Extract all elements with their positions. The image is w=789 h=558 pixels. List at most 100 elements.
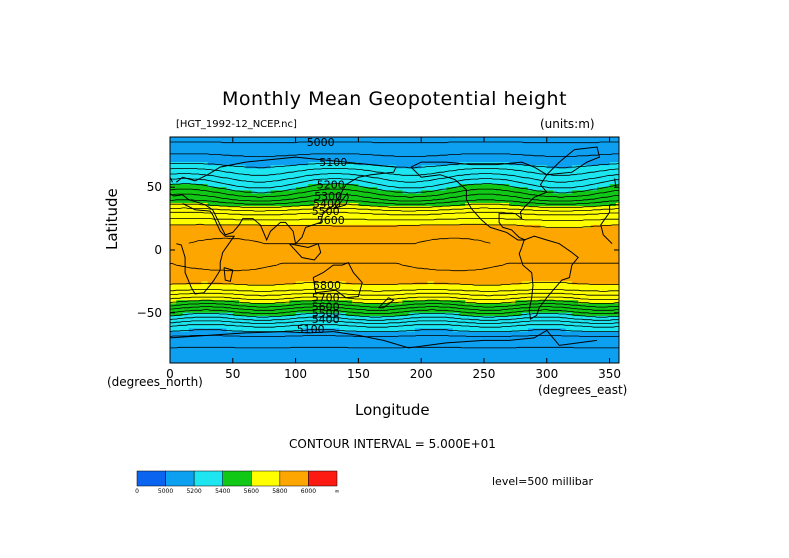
band-cell [490,152,498,157]
band-cell [239,221,246,226]
band-cell [483,253,491,257]
band-cell [502,278,510,282]
band-cell [345,212,353,217]
band-cell [609,215,617,220]
band-cell [377,234,385,239]
band-cell [326,243,334,248]
band-cell [584,290,592,295]
band-cell [578,177,586,182]
band-cell [276,287,284,292]
band-cell [540,290,548,295]
band-cell [170,278,177,282]
band-cell [283,231,290,235]
band-cell [452,224,460,229]
band-cell [276,137,284,141]
band-cell [421,140,429,144]
band-cell [333,184,341,188]
band-cell [414,350,422,355]
band-cell [559,334,567,339]
band-cell [603,250,611,254]
band-cell [496,146,504,151]
band-cell [176,281,184,286]
band-cell [509,325,516,330]
band-cell [370,221,378,226]
band-cell [421,312,429,317]
band-cell [477,224,485,229]
band-cell [534,284,542,289]
band-cell [251,328,259,333]
band-cell [590,290,598,295]
band-cell [440,218,447,223]
band-cell [509,193,516,198]
band-cell [232,281,240,286]
band-cell [170,315,177,320]
band-cell [301,284,309,289]
band-cell [427,158,435,163]
band-cell [358,234,366,239]
band-cell [534,228,542,232]
band-cell [276,331,284,336]
band-cell [553,281,560,286]
band-cell [195,271,202,276]
band-cell [301,218,309,223]
band-cell [245,243,253,248]
band-cell [584,184,592,188]
band-cell [446,165,454,169]
band-cell [226,218,234,223]
band-cell [239,202,246,207]
band-cell [515,265,523,270]
band-cell [490,300,498,304]
band-cell [446,259,454,264]
band-cell [232,140,240,144]
band-cell [597,187,604,191]
band-cell [509,303,516,308]
band-cell [527,268,535,273]
band-cell [565,187,573,191]
band-cell [396,177,403,182]
band-cell [483,256,491,261]
band-cell [301,237,309,242]
band-cell [502,246,510,251]
band-cell [452,250,460,254]
band-cell [534,344,542,348]
band-cell [509,199,516,204]
band-cell [251,344,259,348]
band-cell [201,309,209,314]
band-cell [433,303,441,308]
band-cell [182,221,190,226]
band-cell [471,155,479,160]
band-cell [195,253,202,257]
band-cell [402,256,410,261]
band-cell [521,155,529,160]
band-cell [339,290,347,295]
band-cell [176,221,184,226]
band-cell [257,243,265,248]
band-cell [408,341,416,345]
band-cell [213,290,221,295]
band-cell [226,337,234,342]
band-cell [283,262,290,267]
band-cell [364,193,372,198]
band-cell [182,353,190,358]
band-cell [352,243,359,248]
band-cell [527,259,535,264]
band-cell [283,284,290,289]
band-cell [609,290,617,295]
band-cell [377,174,385,179]
band-cell [239,322,246,326]
band-cell [590,300,598,304]
band-cell [333,212,341,217]
band-cell [509,322,516,326]
band-cell [251,278,259,282]
band-cell [270,306,278,311]
band-cell [559,165,567,169]
band-cell [308,328,316,333]
band-cell [352,265,359,270]
band-cell [326,290,334,295]
band-cell [414,174,422,179]
band-cell [201,137,209,141]
band-cell [414,322,422,326]
band-cell [264,293,272,298]
band-cell [320,268,328,273]
band-cell [289,293,297,298]
